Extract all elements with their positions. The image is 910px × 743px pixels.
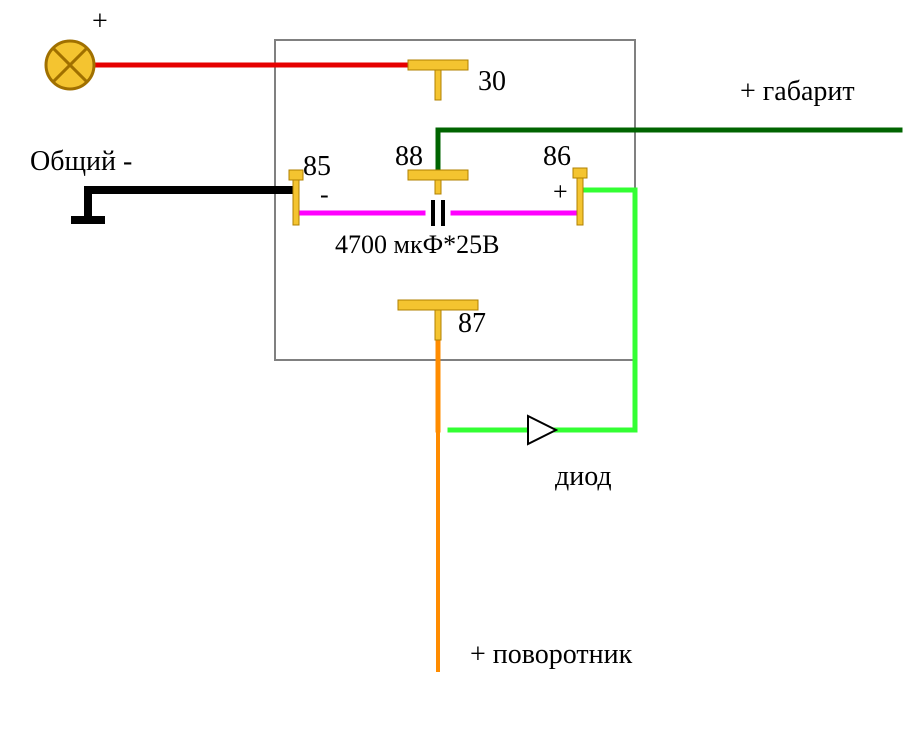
terminal-t88 [408, 170, 468, 194]
label-plus86: + [553, 177, 568, 206]
label-t88: 88 [395, 141, 423, 172]
label-diode: диод [555, 461, 612, 492]
label-t87: 87 [458, 308, 486, 339]
label-t85: 85 [303, 151, 331, 182]
wire-darkgreen [438, 130, 900, 170]
terminal-t30 [408, 60, 468, 100]
diode-symbol [528, 416, 556, 444]
terminal-t85 [289, 170, 303, 225]
terminal-t86 [573, 168, 587, 225]
label-gabarit: + габарит [740, 76, 855, 107]
label-common_minus: Общий - [30, 146, 132, 177]
label-cap_value: 4700 мкФ*25В [335, 230, 499, 259]
label-minus: - [320, 180, 329, 209]
label-t30: 30 [478, 66, 506, 97]
label-t86: 86 [543, 141, 571, 172]
label-turn_signal: + поворотник [470, 639, 633, 670]
label-plus_top: + [92, 6, 108, 37]
